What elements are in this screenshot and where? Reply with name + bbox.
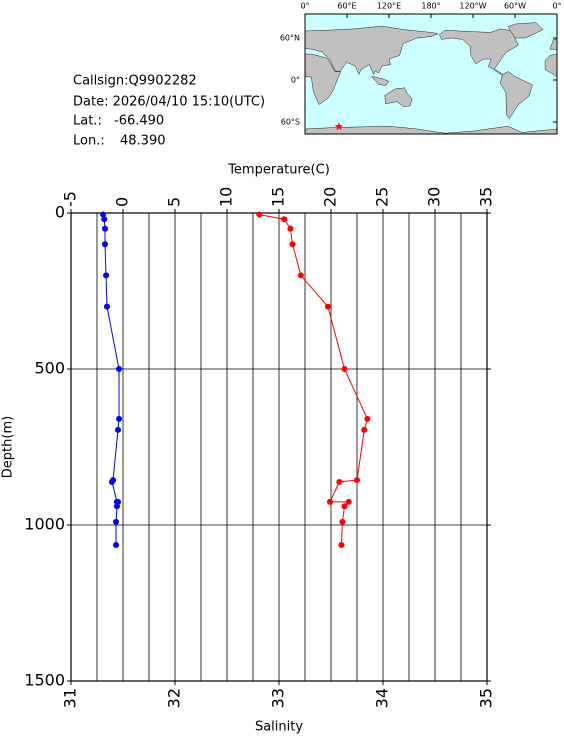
station-marker [334, 122, 344, 131]
callsign: Callsign:Q9902282 [73, 74, 197, 89]
map-lon-label: 60°E [337, 2, 356, 11]
profile-point [361, 426, 368, 433]
profile-point [102, 225, 109, 232]
profile-point [287, 225, 294, 232]
profile-point [256, 211, 263, 218]
profile-point [364, 415, 371, 422]
x-tick-label: 31 [61, 688, 80, 708]
x2-tick-label: 10 [217, 187, 236, 207]
date: Date: 2026/04/10 15:10(UTC) [73, 95, 265, 110]
map-lon-label: 120°W [459, 2, 486, 11]
profile-point [101, 216, 108, 223]
x2-tick-label: 5 [165, 197, 184, 207]
profile-point [297, 272, 304, 279]
profile-point [102, 241, 109, 248]
y-tick-label: 1500 [24, 671, 65, 690]
profile-point [354, 477, 360, 484]
profile-point [326, 498, 333, 505]
x2-axis-label: Temperature(C) [227, 163, 330, 178]
profile-point [103, 272, 110, 279]
map-lat-label: 60°S [281, 118, 300, 127]
profile-point [100, 211, 107, 218]
profile-point [339, 518, 346, 525]
profile-line [259, 214, 368, 546]
lon: 48.390 [120, 134, 166, 149]
profile-point [113, 503, 120, 510]
x2-tick-label: 25 [373, 187, 392, 207]
profile-point [289, 241, 296, 248]
lat-label: Lat.: [73, 114, 102, 129]
map-lon-label: 0° [552, 2, 561, 11]
profile-point [341, 366, 348, 372]
x-tick-label: 35 [477, 688, 496, 708]
map [304, 13, 558, 135]
x2-tick-label: 15 [269, 187, 288, 207]
profile-point [115, 426, 122, 433]
x2-tick-label: 0 [113, 197, 132, 207]
x2-tick-label: 30 [425, 187, 444, 207]
y-tick-label: 1000 [24, 515, 65, 534]
land [305, 22, 557, 134]
map-lat-label: 0° [291, 76, 300, 85]
profile-point [116, 415, 123, 422]
profile-point [336, 478, 343, 485]
x-tick-label: 34 [373, 688, 392, 708]
map-lat-label: 60°N [280, 34, 300, 43]
lat: -66.490 [114, 114, 164, 129]
profile-point [281, 216, 288, 223]
profile-point [113, 541, 120, 548]
profile-point [341, 503, 348, 510]
x-tick-label: 32 [165, 688, 184, 708]
profile-point [324, 303, 331, 310]
profile-point [108, 478, 115, 485]
station-info: Callsign:Q9902282 Date: 2026/04/10 15:10… [73, 74, 265, 149]
y-tick-label: 0 [55, 203, 65, 222]
x-tick-label: 33 [269, 688, 288, 708]
x2-tick-label: 35 [477, 187, 496, 207]
x-axis-label: Salinity [255, 720, 303, 735]
y-tick-label: 500 [34, 359, 65, 378]
map-lon-label: 60°W [504, 2, 526, 11]
profile-point [113, 518, 120, 525]
y-axis-label: Depth(m) [1, 416, 16, 478]
map-lon-label: 0° [300, 2, 309, 11]
x2-tick-label: 20 [321, 187, 340, 207]
profile-point [116, 366, 123, 372]
profile-point [103, 303, 110, 310]
profile-point [338, 541, 345, 548]
x2-tick-label: -5 [61, 191, 80, 207]
map-lon-label: 120°E [377, 2, 401, 11]
map-lon-label: 180° [421, 2, 440, 11]
profile-point [345, 498, 352, 505]
profile-line [102, 214, 120, 545]
lon-label: Lon.: [73, 134, 105, 149]
